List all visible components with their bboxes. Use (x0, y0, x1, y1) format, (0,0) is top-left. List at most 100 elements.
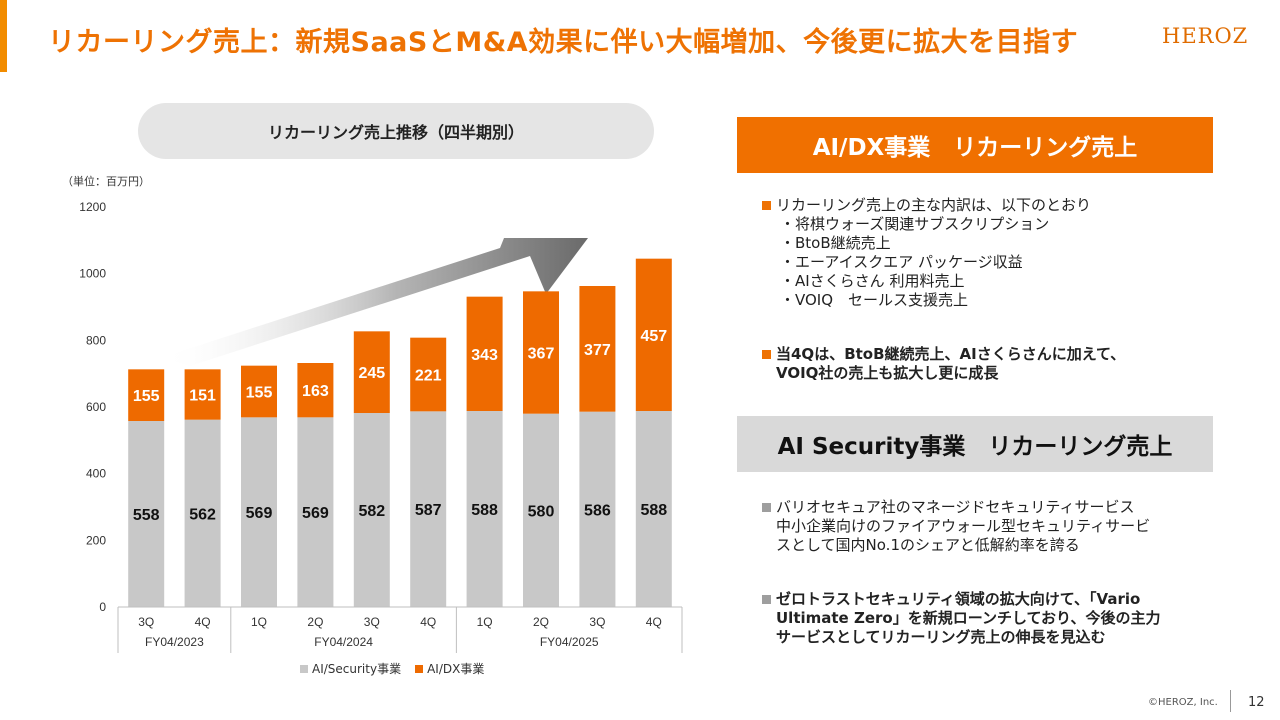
bar-security (635, 411, 672, 607)
data-label-dx: 245 (358, 365, 385, 382)
data-label-security: 588 (471, 502, 498, 519)
data-label-security: 588 (640, 502, 667, 519)
x-tick-label: 1Q (251, 615, 267, 629)
bars-group: 558 155 562 151 569 155 569 163 582 245 587 221 588 3… (128, 258, 672, 607)
bar-dx (128, 369, 165, 421)
data-label-dx: 221 (415, 368, 442, 385)
bar-dx (466, 296, 503, 411)
data-label-dx: 163 (302, 383, 329, 400)
growth-arrow (160, 238, 588, 366)
y-tick-label: 600 (86, 400, 106, 414)
security-bullet-zerotrust: ゼロトラストセキュリティ領域の拡大向けて、「Vario Ultimate Zer… (762, 590, 1161, 647)
footer-divider (1230, 690, 1231, 712)
chart-legend: AI/Security事業 AI/DX事業 (300, 660, 484, 677)
security-section-header: AI Security事業 リカーリング売上 (737, 416, 1213, 472)
data-label-security: 558 (133, 507, 160, 524)
data-label-security: 569 (246, 505, 273, 522)
x-tick-label: 4Q (646, 615, 662, 629)
data-label-security: 580 (528, 503, 555, 520)
x-tick-label: 3Q (589, 615, 605, 629)
zerotrust-line: Ultimate Zero」を新規ローンチしており、今後の主力 (776, 609, 1161, 627)
bar-dx (353, 331, 390, 413)
dx-bullet-lead: リカーリング売上の主な内訳は、以下のとおり (776, 196, 1092, 214)
data-label-security: 562 (189, 506, 216, 523)
x-tick-label: 4Q (195, 615, 211, 629)
bullet-marker (762, 595, 771, 604)
dx-sub-item: ・BtoB継続売上 (780, 234, 891, 252)
data-label-dx: 343 (471, 347, 498, 364)
legend-item-dx: AI/DX事業 (415, 660, 484, 677)
data-label-dx: 155 (133, 388, 160, 405)
unit-label: （単位：百万円） (62, 175, 150, 188)
legend-label-security: AI/Security事業 (312, 662, 402, 676)
dx-bullet-breakdown: リカーリング売上の主な内訳は、以下のとおり ・将棋ウォーズ関連サブスクリプション… (762, 196, 1092, 310)
x-tick-label: 2Q (307, 615, 323, 629)
bar-security (241, 417, 277, 607)
bar-security (297, 417, 334, 607)
data-label-dx: 151 (189, 388, 216, 405)
dx-growth-line: 当4Qは、BtoB継続売上、AIさくらさんに加えて、 (776, 345, 1126, 363)
legend-swatch-security (300, 664, 308, 673)
data-label-dx: 155 (246, 385, 273, 402)
x-tick-label: 4Q (420, 615, 436, 629)
bar-dx (410, 337, 447, 412)
fiscal-year-label: FY04/2025 (540, 635, 599, 649)
x-tick-label: 1Q (477, 615, 493, 629)
security-line: バリオセキュア社のマネージドセキュリティサービス (776, 498, 1135, 516)
dx-section-header: AI/DX事業 リカーリング売上 (737, 117, 1213, 173)
bar-dx (241, 365, 277, 418)
y-axis: 0 200 400 600 800 1000 1200 (79, 200, 106, 614)
zerotrust-line: サービスとしてリカーリング売上の伸長を見込む (776, 628, 1106, 646)
bar-dx (523, 291, 559, 414)
page-title: リカーリング売上：新規SaaSとM&A効果に伴い大幅増加、今後更に拡大を目指す (48, 27, 1079, 58)
bar-security (466, 411, 503, 607)
data-label-dx: 377 (584, 342, 611, 359)
bar-security (128, 421, 165, 607)
security-line: 中小企業向けのファイアウォール型セキュリティサービ (776, 517, 1151, 535)
bar-security (579, 411, 616, 607)
data-label-security: 569 (302, 505, 329, 522)
dx-sub-item: ・VOIQ セールス支援売上 (780, 291, 969, 309)
y-tick-label: 800 (86, 333, 106, 347)
y-tick-label: 1000 (79, 267, 106, 281)
dx-sub-item: ・AIさくらさん 利用料売上 (780, 272, 965, 290)
copyright: ©HEROZ, Inc. (1148, 697, 1218, 708)
legend-item-security: AI/Security事業 (300, 660, 401, 677)
bar-security (523, 413, 559, 607)
y-tick-label: 400 (86, 467, 106, 481)
x-tick-label: 2Q (533, 615, 549, 629)
bar-dx (297, 363, 334, 418)
data-label-dx: 457 (640, 328, 667, 345)
fiscal-year-label: FY04/2024 (314, 635, 373, 649)
bar-security (410, 411, 447, 607)
title-accent-bar (0, 0, 7, 72)
bar-security (184, 419, 221, 607)
legend-swatch-dx (415, 664, 424, 673)
x-axis: FY04/2023 FY04/2024 FY04/2025 3Q 4Q 1Q 2Q 3Q 4Q 1… (117, 606, 683, 653)
x-tick-label: 3Q (364, 615, 380, 629)
y-tick-label: 0 (99, 600, 106, 614)
bar-dx (579, 286, 616, 412)
stacked-bar-chart: 0 200 400 600 800 1000 1200 558 155 562 151 569 155… (79, 200, 683, 653)
zerotrust-line: ゼロトラストセキュリティ領域の拡大向けて、「Vario (776, 590, 1141, 608)
dx-growth-line: VOIQ社の売上も拡大し更に成長 (776, 364, 999, 382)
bar-dx (184, 369, 221, 420)
chart-title: リカーリング売上推移（四半期別） (138, 103, 654, 159)
data-label-security: 582 (358, 503, 385, 520)
bar-dx (635, 258, 672, 411)
bar-security (353, 413, 390, 607)
dx-sub-item: ・エーアイスクエア パッケージ収益 (780, 253, 1023, 271)
data-label-dx: 367 (528, 346, 555, 363)
bullet-marker (762, 503, 771, 512)
data-label-security: 587 (415, 502, 442, 519)
y-tick-label: 1200 (79, 200, 106, 214)
security-line: スとして国内No.1のシェアと低解約率を誇る (776, 536, 1080, 554)
dx-bullet-growth: 当4Qは、BtoB継続売上、AIさくらさんに加えて、 VOIQ社の売上も拡大し更… (762, 345, 1126, 383)
data-label-security: 586 (584, 502, 611, 519)
legend-label-dx: AI/DX事業 (427, 662, 485, 676)
fiscal-year-label: FY04/2023 (145, 635, 204, 649)
bullet-marker (762, 201, 771, 210)
dx-sub-item: ・将棋ウォーズ関連サブスクリプション (780, 215, 1050, 233)
y-tick-label: 200 (86, 533, 106, 547)
page-number: 12 (1248, 695, 1265, 710)
